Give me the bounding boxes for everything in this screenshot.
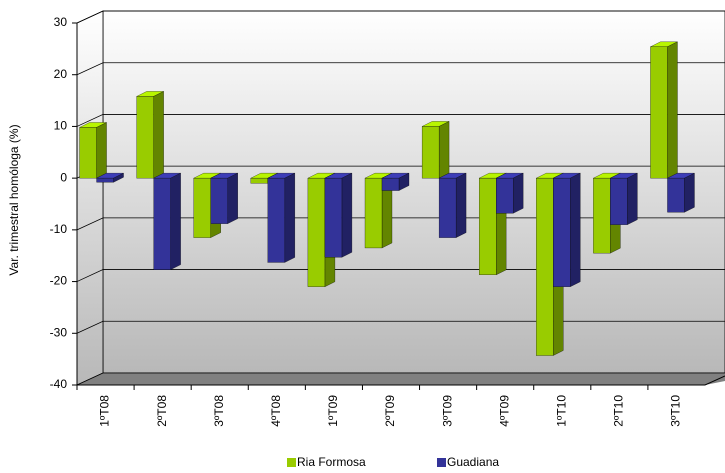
- grid-line: [76, 217, 725, 231]
- bar: [136, 96, 154, 179]
- legend-swatch: [287, 458, 296, 467]
- bar: [610, 177, 628, 225]
- grid-line: [76, 10, 725, 24]
- x-tick-label: 3ºT08: [212, 395, 226, 427]
- y-tick-label: -30: [50, 325, 68, 339]
- bar: [210, 177, 228, 224]
- y-tick-label: 0: [60, 170, 67, 184]
- legend-swatch: [437, 458, 446, 467]
- x-tick-label: 1ºT08: [98, 395, 112, 427]
- bar-side: [627, 172, 638, 225]
- bar: [479, 177, 497, 275]
- bar-side: [667, 41, 678, 179]
- bar: [381, 177, 400, 191]
- bar-side: [570, 172, 581, 287]
- grid-line: [76, 114, 725, 127]
- x-tick-label: 3ºT10: [669, 395, 683, 427]
- bar-side: [455, 172, 467, 238]
- bar: [438, 177, 457, 238]
- bar: [421, 126, 440, 179]
- x-tick-label: 3ºT09: [440, 395, 454, 427]
- legend-label: Guadiana: [447, 455, 499, 469]
- bar-side: [513, 172, 524, 214]
- y-tick-label: -40: [50, 377, 68, 391]
- x-tick-label: 4ºT08: [269, 395, 283, 427]
- grid-line: [76, 372, 725, 386]
- bar: [324, 177, 343, 258]
- x-axis: [77, 375, 725, 386]
- bar: [650, 46, 668, 179]
- bar-side: [438, 121, 450, 179]
- x-tick-label: 1ºT09: [326, 395, 340, 427]
- bar: [536, 177, 554, 356]
- bar: [307, 177, 326, 287]
- y-tick-label: 10: [54, 119, 68, 133]
- legend-label: Ria Formosa: [297, 455, 366, 469]
- x-tick-label: 4ºT09: [497, 395, 511, 427]
- grid-line: [76, 269, 725, 282]
- floor: [77, 373, 725, 385]
- bar: [496, 177, 514, 214]
- bar-side: [284, 172, 295, 263]
- bar: [250, 177, 268, 184]
- bar-side: [341, 172, 353, 258]
- bar: [79, 127, 97, 179]
- bar-side: [153, 91, 164, 179]
- bar: [553, 177, 571, 287]
- bar: [267, 177, 285, 263]
- y-tick-label: -10: [50, 222, 68, 236]
- y-tick-label: -20: [50, 274, 68, 288]
- bar-side: [227, 172, 238, 224]
- y-axis-title: Var. trimestral homóloga (%): [7, 124, 21, 275]
- bar-side: [170, 172, 181, 270]
- x-tick-label: 2ºT09: [383, 395, 397, 427]
- bar: [364, 177, 383, 249]
- y-tick-label: 20: [54, 67, 68, 81]
- bar: [153, 177, 171, 270]
- bar: [593, 177, 611, 254]
- bar-side: [684, 172, 695, 213]
- grid-line: [76, 62, 725, 76]
- bar-side: [96, 122, 107, 179]
- x-tick-label: 1ºT10: [554, 395, 568, 427]
- side-wall: [76, 10, 104, 386]
- x-tick-label: 2ºT10: [612, 395, 626, 427]
- bar: [96, 177, 114, 183]
- x-tick-label: 2ºT08: [155, 395, 169, 427]
- grid-line: [76, 320, 725, 334]
- y-tick-label: 30: [54, 15, 68, 29]
- bar: [193, 177, 211, 238]
- bar: [667, 177, 685, 213]
